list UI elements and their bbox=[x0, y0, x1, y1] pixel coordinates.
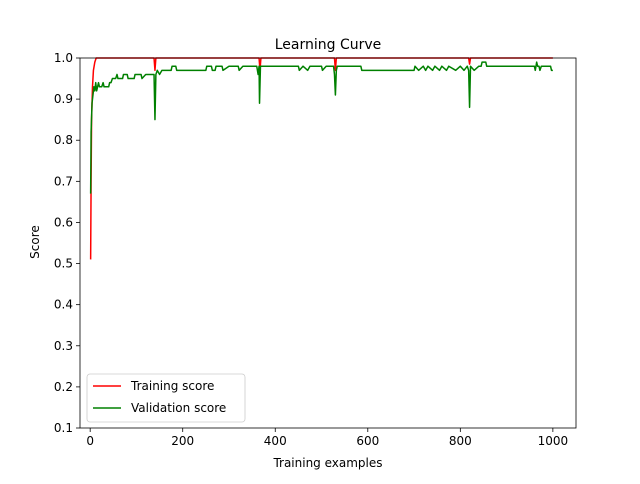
y-tick-label: 1.0 bbox=[54, 51, 73, 65]
x-tick-label: 0 bbox=[86, 434, 94, 448]
x-tick-label: 400 bbox=[264, 434, 287, 448]
y-tick-label: 0.1 bbox=[54, 421, 73, 435]
x-tick-label: 800 bbox=[449, 434, 472, 448]
y-tick-label: 0.9 bbox=[54, 92, 73, 106]
x-tick-label: 1000 bbox=[538, 434, 569, 448]
y-tick-label: 0.7 bbox=[54, 174, 73, 188]
y-tick-label: 0.4 bbox=[54, 298, 73, 312]
legend-box bbox=[86, 373, 246, 423]
series-line-validation bbox=[89, 61, 553, 194]
y-tick-label: 0.3 bbox=[54, 339, 73, 353]
x-axis-label: Training examples bbox=[272, 456, 382, 470]
x-tick-label: 600 bbox=[356, 434, 379, 448]
chart-title: Learning Curve bbox=[275, 37, 382, 53]
y-tick-label: 0.8 bbox=[54, 133, 73, 147]
axes-frame bbox=[79, 57, 577, 429]
y-tick-label: 0.6 bbox=[54, 215, 73, 229]
legend-label-validation: Validation score bbox=[131, 401, 226, 415]
legend-label-training: Training score bbox=[130, 379, 214, 393]
y-tick-label: 0.5 bbox=[54, 257, 73, 271]
y-axis-label: Score bbox=[28, 225, 42, 259]
plot-area: 0 200 400 600 800 1000 0.1 0.2 0.3 0.4 0.5 0.6 0.7 0.… bbox=[54, 51, 577, 448]
x-tick-label: 200 bbox=[171, 434, 194, 448]
y-tick-label: 0.2 bbox=[54, 380, 73, 394]
